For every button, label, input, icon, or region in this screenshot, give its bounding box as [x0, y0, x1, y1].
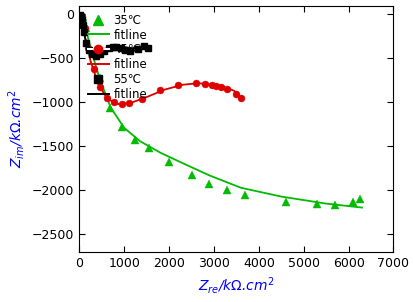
Y-axis label: $Z_{im}$/k$\Omega$.cm$^2$: $Z_{im}$/k$\Omega$.cm$^2$	[5, 89, 27, 168]
X-axis label: $Z_{re}$/k$\Omega$.cm$^2$: $Z_{re}$/k$\Omega$.cm$^2$	[198, 275, 275, 297]
Legend: 35℃, fitline, 45℃, fitline, 55℃, fitline: 35℃, fitline, 45℃, fitline, 55℃, fitline	[85, 11, 150, 103]
